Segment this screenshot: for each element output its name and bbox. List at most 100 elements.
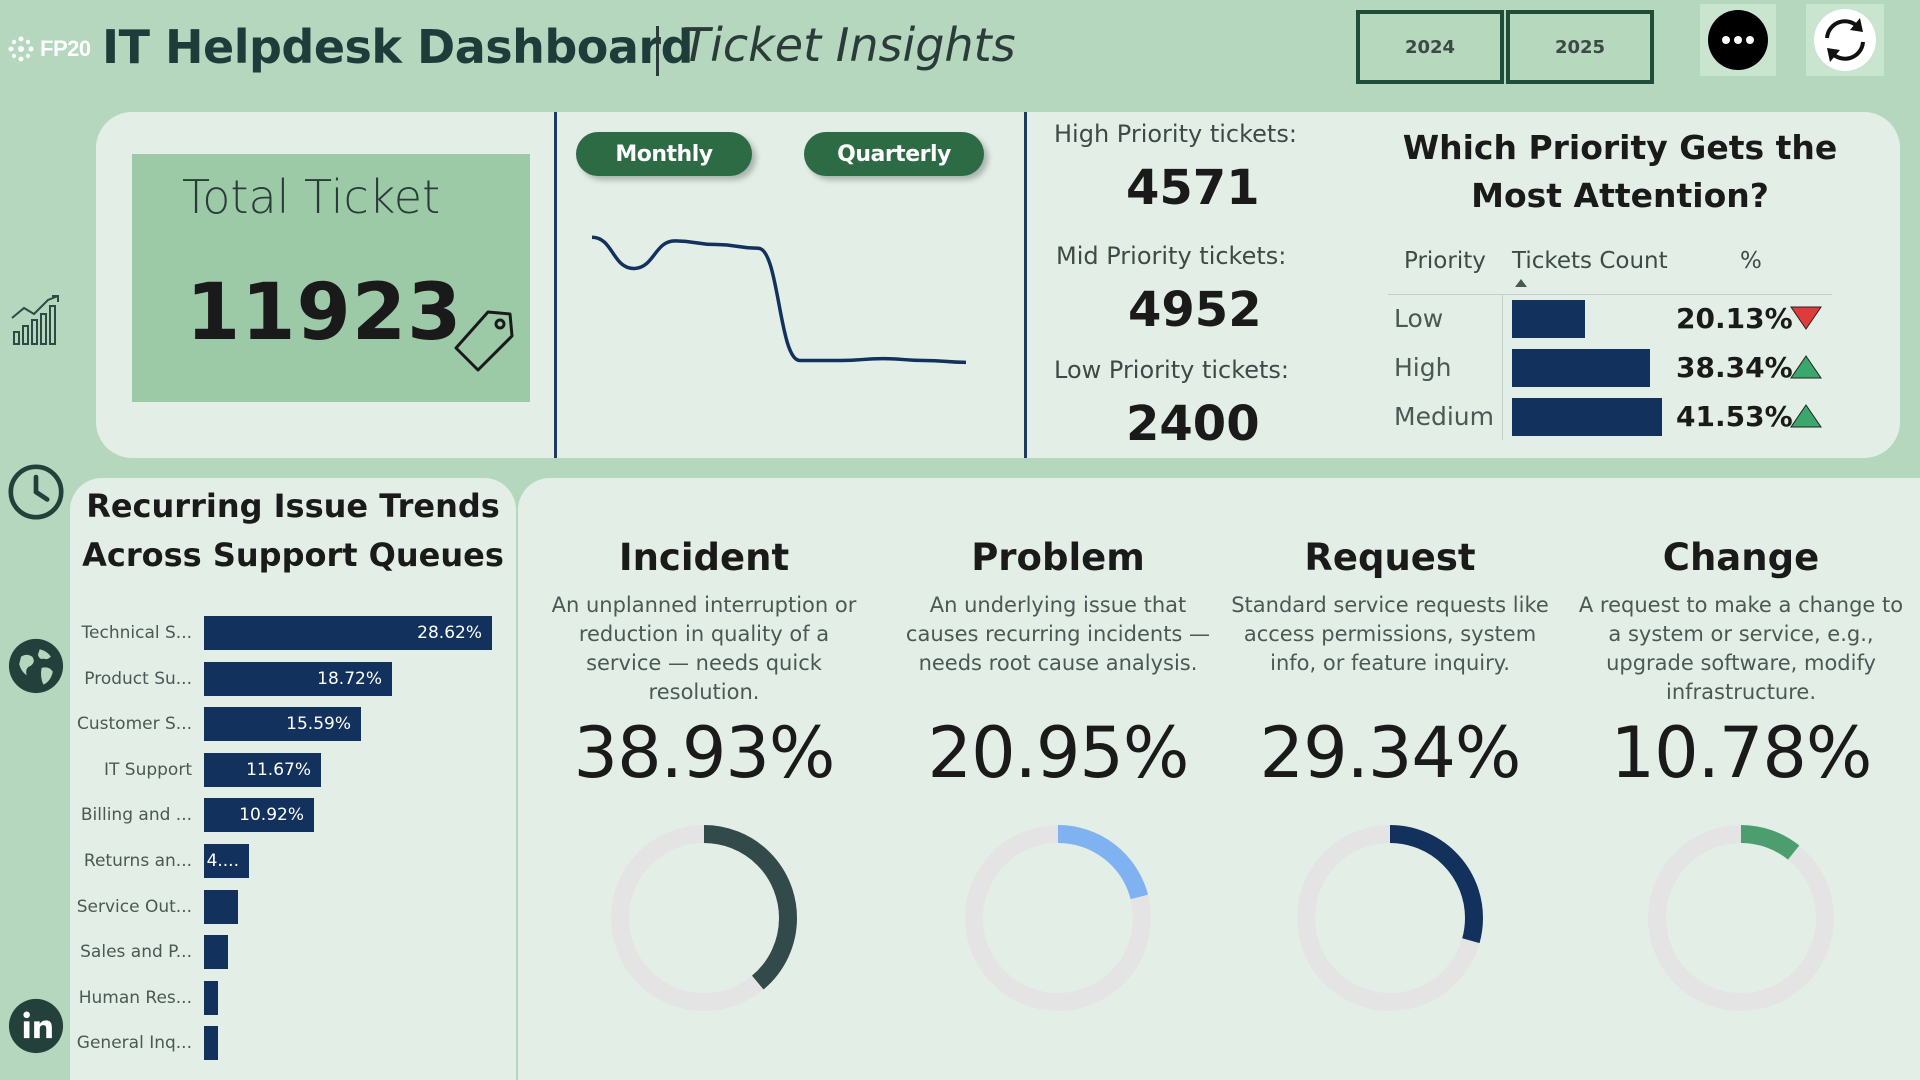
- ticket-type-pct: 29.34%: [1259, 712, 1522, 794]
- ticket-type-description: A request to make a change to a system o…: [1578, 593, 1904, 704]
- high-priority-label: High Priority tickets:: [1054, 120, 1297, 148]
- col-tickets-count-header[interactable]: Tickets Count: [1512, 248, 1668, 274]
- ticket-type-name: Problem: [971, 536, 1145, 579]
- queue-bar[interactable]: 15.59%: [204, 707, 361, 742]
- time-nav[interactable]: [8, 464, 64, 520]
- priority-row-label: Low: [1394, 304, 1444, 333]
- queue-label: Human Res...: [78, 987, 192, 1008]
- mid-priority-label: Mid Priority tickets:: [1056, 242, 1287, 270]
- queue-bar[interactable]: [204, 935, 228, 970]
- donut-share-arc: [1297, 825, 1483, 1011]
- queue-bar[interactable]: 18.72%: [204, 661, 392, 696]
- queue-bar[interactable]: [204, 980, 218, 1015]
- priority-row-pct: 20.13%: [1676, 302, 1793, 335]
- ticket-type-donut[interactable]: [1290, 818, 1490, 1018]
- ticket-type-pct: 38.93%: [573, 712, 836, 794]
- region-nav[interactable]: [8, 638, 64, 694]
- ticket-type-pct: 20.95%: [927, 712, 1190, 794]
- clock-icon: [8, 464, 64, 520]
- logo-text: FP20: [40, 36, 91, 61]
- queue-bar-value: 10.92%: [239, 805, 304, 826]
- queue-label: Product Su...: [84, 668, 192, 689]
- queue-bar[interactable]: [204, 1026, 218, 1061]
- priority-row-label: High: [1394, 353, 1452, 382]
- donut-track: [1648, 825, 1834, 1011]
- col-priority-header[interactable]: Priority: [1404, 248, 1486, 274]
- donut-share-arc: [1648, 825, 1834, 1011]
- trend-line-series: [591, 235, 967, 365]
- queue-label: IT Support: [103, 759, 192, 780]
- queue-bar-value: 4....: [206, 851, 239, 871]
- queue-bar-value: 15.59%: [286, 714, 351, 735]
- queue-label: Technical S...: [81, 623, 192, 643]
- linkedin-link[interactable]: [8, 998, 64, 1054]
- ticket-type-donut[interactable]: [604, 818, 804, 1018]
- ticket-type-donut[interactable]: [1641, 818, 1841, 1018]
- queue-bar[interactable]: 28.62%: [204, 616, 492, 650]
- priority-count-bar[interactable]: [1512, 300, 1585, 338]
- donut-share-arc: [965, 825, 1151, 1011]
- queue-bar-value: 11.67%: [246, 759, 311, 780]
- ticket-type-card: Incident An unplanned interruption or red…: [534, 536, 874, 707]
- queue-bar-value: 18.72%: [317, 668, 382, 689]
- refresh-button[interactable]: [1806, 4, 1884, 76]
- queue-bar[interactable]: 4....: [204, 844, 249, 878]
- title-separator: [656, 26, 659, 76]
- queue-bar[interactable]: 11.67%: [204, 752, 321, 787]
- queue-label: Customer S...: [77, 714, 192, 735]
- ticket-type-card: Change A request to make a change to a sy…: [1571, 536, 1911, 707]
- queue-label: Service Out...: [76, 896, 192, 917]
- tag-icon: [454, 310, 514, 372]
- priority-row-pct: 38.34%: [1676, 351, 1793, 384]
- mid-priority-value: 4952: [1128, 282, 1262, 338]
- high-priority-value: 4571: [1126, 160, 1260, 216]
- priority-count-bar[interactable]: [1512, 398, 1662, 436]
- queue-bar[interactable]: 10.92%: [204, 798, 314, 833]
- ticket-trend-line: [591, 235, 967, 365]
- priority-row-label: Medium: [1394, 402, 1494, 431]
- quarterly-toggle[interactable]: Quarterly: [804, 132, 984, 176]
- recurring-title-line2: Across Support Queues: [82, 536, 504, 574]
- logo: FP20: [6, 34, 91, 64]
- ticket-type-description: Standard service requests like access pe…: [1231, 593, 1549, 675]
- divider-right: [1024, 112, 1027, 458]
- col-pct-header[interactable]: %: [1740, 248, 1762, 274]
- monthly-toggle[interactable]: Monthly: [576, 132, 752, 176]
- table-column-rule: [1502, 294, 1503, 440]
- ticket-type-card: Problem An underlying issue that causes r…: [888, 536, 1228, 678]
- low-priority-value: 2400: [1126, 396, 1260, 452]
- year-2025-button[interactable]: 2025: [1506, 10, 1654, 84]
- ticket-type-card: Request Standard service requests like ac…: [1220, 536, 1560, 678]
- year-2024-button[interactable]: 2024: [1356, 10, 1504, 84]
- total-ticket-label: Total Ticket: [182, 170, 441, 224]
- total-ticket-value: 11923: [186, 268, 463, 358]
- ticket-type-name: Change: [1662, 536, 1820, 579]
- linkedin-icon: [8, 998, 64, 1054]
- priority-attention-title: Which Priority Gets the Most Attention?: [1402, 128, 1838, 215]
- recurring-issues-title: Recurring Issue Trends Across Support Qu…: [80, 482, 506, 580]
- refresh-icon: [1814, 9, 1876, 71]
- logo-icon: [8, 36, 34, 62]
- trend-up-icon: [1790, 404, 1822, 428]
- queue-label: Returns an...: [83, 851, 192, 871]
- queue-bar-value: 28.62%: [417, 623, 482, 643]
- more-options-button[interactable]: [1700, 4, 1776, 76]
- ticket-type-description: An underlying issue that causes recurrin…: [905, 593, 1211, 675]
- priority-count-bar[interactable]: [1512, 349, 1650, 387]
- total-ticket-card: [132, 154, 530, 402]
- trend-down-icon: [1790, 306, 1822, 330]
- ticket-type-name: Request: [1304, 536, 1476, 579]
- ticket-type-donut[interactable]: [958, 818, 1158, 1018]
- trend-up-icon: [1790, 355, 1822, 379]
- growth-chart-icon: [11, 295, 59, 345]
- ticket-type-pct: 10.78%: [1610, 712, 1873, 794]
- donut-share-arc: [611, 825, 797, 1011]
- ticket-type-description: An unplanned interruption or reduction i…: [551, 593, 857, 704]
- app-subtitle: Ticket Insights: [682, 18, 1016, 72]
- queue-bar[interactable]: [204, 889, 238, 924]
- table-header-rule: [1388, 294, 1832, 295]
- queue-label: Billing and ...: [80, 805, 192, 826]
- low-priority-label: Low Priority tickets:: [1054, 356, 1290, 384]
- app-title: IT Helpdesk Dashboard: [102, 20, 694, 74]
- growth-chart-nav[interactable]: [8, 292, 64, 348]
